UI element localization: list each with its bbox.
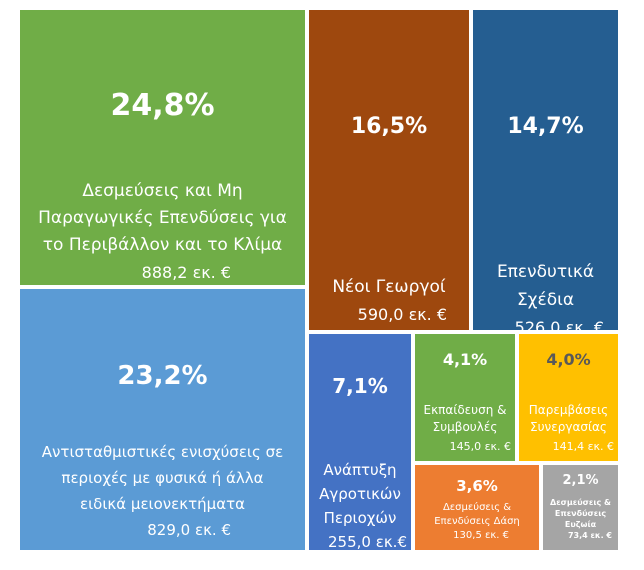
treemap-tile-environment: 24,8% Δεσμεύσεις και Μη Παραγωγικές Επενδύ…	[18, 8, 307, 287]
tile-value: 590,0 εκ. €	[357, 305, 447, 324]
tile-label-line: ειδικά μειονεκτήματα	[79, 495, 246, 513]
tile-label-line: Αγροτικών	[319, 485, 401, 503]
tile-label-line: Συμβουλές	[432, 420, 498, 434]
tile-label-line: Δεσμεύσεις &	[442, 502, 512, 513]
tile-label-line: το Περιβάλλον και το Κλίμα	[42, 235, 283, 255]
tile-value: 145,0 εκ. €	[449, 440, 511, 453]
tile-label: Δεσμεύσεις & Επενδύσεις Δάση 130,5 εκ. €	[415, 501, 539, 543]
treemap-tile-rural-development: 7,1% Ανάπτυξη Αγροτικών Περιοχών 255,0 εκ.€	[307, 332, 413, 552]
tile-label-line: Ανάπτυξη	[323, 461, 397, 479]
tile-percent: 2,1%	[562, 473, 599, 488]
tile-label: Επενδυτικά Σχέδια 526,0 εκ. €	[473, 258, 618, 342]
tile-label-line: Δεσμεύσεις &	[550, 498, 611, 507]
tile-label-line: Νέοι Γεωργοί	[332, 277, 446, 297]
tile-label-line: Επενδυτικά	[496, 262, 595, 282]
tile-percent: 4,0%	[546, 350, 591, 369]
tile-label-line: Σχέδια	[516, 290, 575, 310]
tile-label-line: Παραγωγικές Επενδύσεις για	[38, 208, 287, 228]
tile-percent: 23,2%	[117, 361, 208, 391]
tile-label: Εκπαίδευση & Συμβουλές 145,0 εκ. €	[415, 402, 515, 455]
treemap-tile-young-farmers: 16,5% Νέοι Γεωργοί 590,0 εκ. €	[307, 8, 471, 332]
treemap-tile-forest: 3,6% Δεσμεύσεις & Επενδύσεις Δάση 130,5 εκ.…	[413, 463, 541, 552]
treemap-tile-investment-plans: 14,7% Επενδυτικά Σχέδια 526,0 εκ. €	[471, 8, 620, 337]
tile-value: 73,4 εκ. €	[567, 531, 612, 540]
treemap-tile-cooperation: 4,0% Παρεμβάσεις Συνεργασίας 141,4 εκ. €	[517, 332, 620, 463]
tile-value: 141,4 εκ. €	[552, 440, 614, 453]
tile-percent: 3,6%	[456, 477, 498, 495]
tile-label-line: Ευζωία	[564, 520, 597, 529]
tile-label: Αντισταθμιστικές ενισχύσεις σε περιοχές μ…	[20, 439, 305, 543]
tile-label: Νέοι Γεωργοί 590,0 εκ. €	[309, 274, 469, 328]
tile-label-line: Εκπαίδευση &	[423, 403, 507, 417]
tile-label-line: Δεσμεύσεις και Μη	[82, 181, 243, 201]
treemap-tile-compensatory: 23,2% Αντισταθμιστικές ενισχύσεις σε περιο…	[18, 287, 307, 552]
tile-label: Δεσμεύσεις & Επενδύσεις Ευζωία 73,4 εκ. €	[543, 497, 618, 541]
tile-label-line: Παρεμβάσεις	[528, 403, 609, 417]
tile-percent: 14,7%	[507, 114, 584, 139]
tile-label-line: Περιοχών	[323, 509, 397, 527]
tile-percent: 7,1%	[332, 374, 388, 398]
tile-label-line: Αντισταθμιστικές ενισχύσεις σε	[41, 443, 284, 461]
tile-value: 130,5 εκ. €	[453, 530, 509, 541]
tile-percent: 16,5%	[350, 114, 428, 139]
treemap-tile-animal-welfare: 2,1% Δεσμεύσεις & Επενδύσεις Ευζωία 73,4 εκ.…	[541, 463, 620, 552]
tile-percent: 24,8%	[110, 88, 215, 123]
tile-value: 255,0 εκ.€	[328, 533, 407, 551]
tile-percent: 4,1%	[442, 350, 488, 369]
tile-label-line: περιοχές με φυσικά ή άλλα	[61, 469, 264, 487]
tile-label: Ανάπτυξη Αγροτικών Περιοχών 255,0 εκ.€	[309, 458, 411, 554]
tile-label: Παρεμβάσεις Συνεργασίας 141,4 εκ. €	[519, 402, 618, 455]
tile-value: 888,2 εκ. €	[141, 263, 231, 282]
tile-value: 829,0 εκ. €	[147, 521, 231, 539]
tile-label: Δεσμεύσεις και Μη Παραγωγικές Επενδύσεις …	[20, 178, 305, 286]
tile-label-line: Επενδύσεις	[554, 509, 607, 518]
tile-label-line: Επενδύσεις Δάση	[434, 516, 520, 527]
treemap-tile-training: 4,1% Εκπαίδευση & Συμβουλές 145,0 εκ. €	[413, 332, 517, 463]
tile-label-line: Συνεργασίας	[530, 420, 607, 434]
